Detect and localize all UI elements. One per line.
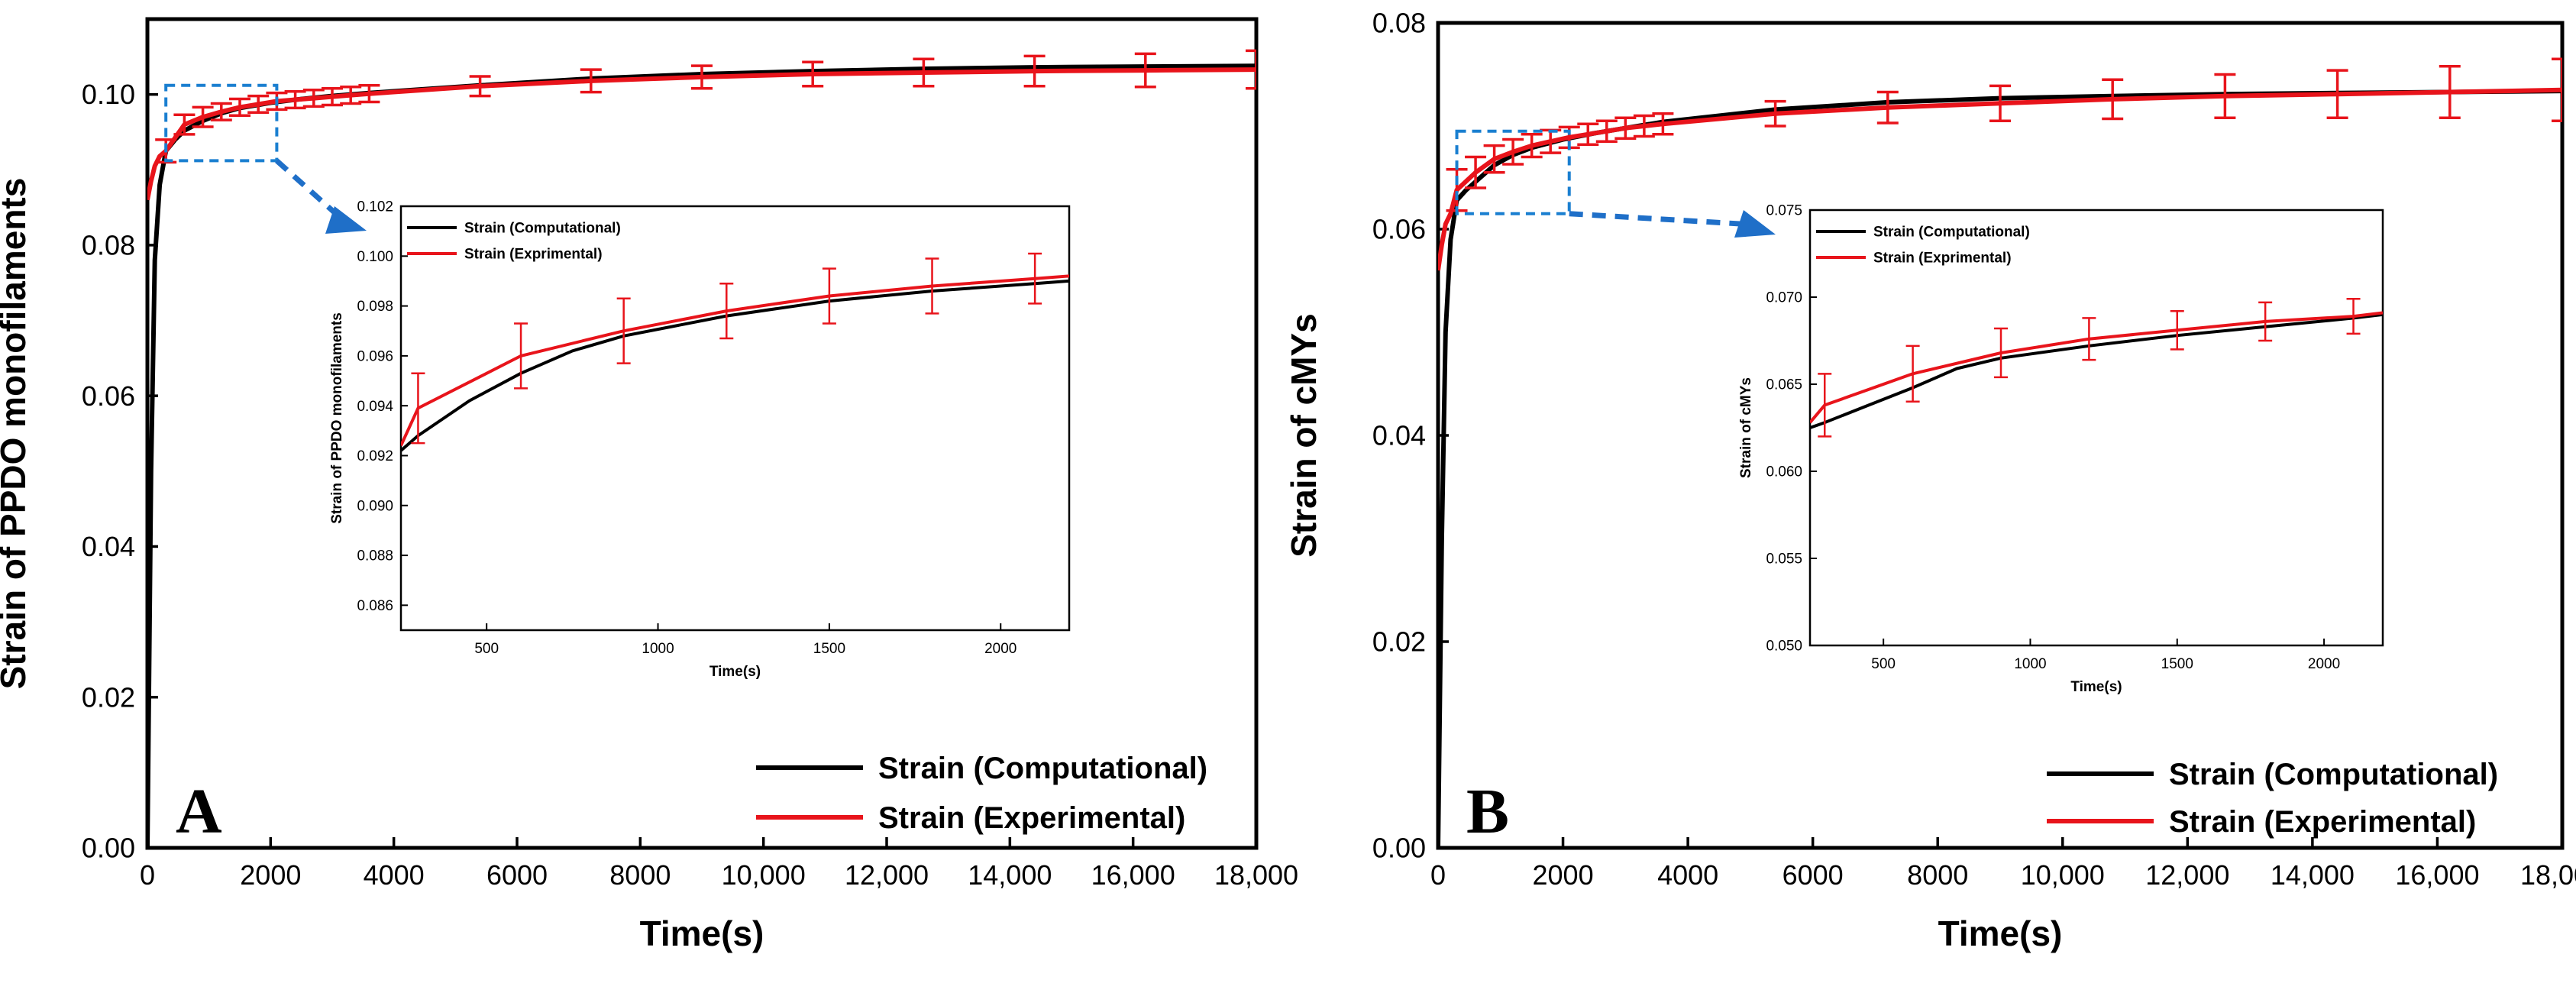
inset-y-axis-title: Strain of PPDO monofilaments (329, 312, 345, 524)
main-y-tick-label: 0.04 (1372, 420, 1426, 451)
inset-legend-label: Strain (Exprimental) (1873, 251, 2012, 267)
inset-y-tick-label: 0.070 (1766, 290, 1802, 306)
inset-y-tick-label: 0.102 (357, 199, 393, 215)
inset-background (401, 206, 1069, 630)
inset-x-tick-label: 1500 (2161, 656, 2193, 672)
inset-background (1810, 210, 2383, 645)
main-x-tick-label: 2000 (1533, 859, 1594, 891)
main-x-tick-label: 4000 (1657, 859, 1718, 891)
main-x-tick-label: 12,000 (845, 859, 929, 891)
main-x-tick-label: 18,000 (2520, 859, 2576, 891)
inset-y-tick-label: 0.094 (357, 399, 393, 415)
inset-x-tick-label: 2000 (2308, 656, 2340, 672)
inset-y-tick-label: 0.098 (357, 299, 393, 315)
inset-x-tick-label: 1000 (2014, 656, 2046, 672)
main-y-tick-label: 0.06 (1372, 214, 1426, 245)
main-x-tick-label: 8000 (1907, 859, 1968, 891)
inset-legend-label: Strain (Exprimental) (464, 247, 603, 263)
inset-y-tick-label: 0.075 (1766, 203, 1802, 219)
inset-x-tick-label: 500 (1871, 656, 1896, 672)
inset-legend-label: Strain (Computational) (464, 221, 621, 237)
main-plot-frame (145, 17, 1259, 850)
main-x-tick-label: 0 (140, 859, 155, 891)
main-x-tick-label: 12,000 (2145, 859, 2229, 891)
main-y-tick-label: 0.04 (82, 531, 135, 562)
main-legend-label: Strain (Experimental) (878, 801, 1185, 835)
inset-legend-label: Strain (Computational) (1873, 225, 2030, 241)
inset-y-tick-label: 0.050 (1766, 639, 1802, 655)
inset-y-tick-label: 0.100 (357, 249, 393, 265)
main-x-tick-label: 4000 (364, 859, 425, 891)
main-y-tick-label: 0.02 (1372, 626, 1426, 658)
inset-y-tick-label: 0.088 (357, 548, 393, 564)
inset-y-tick-label: 0.090 (357, 498, 393, 514)
main-y-axis-title: Strain of cMYs (1284, 313, 1324, 558)
main-x-tick-label: 16,000 (1091, 859, 1175, 891)
main-y-tick-label: 0.00 (1372, 833, 1426, 864)
main-y-tick-label: 0.08 (1372, 8, 1426, 39)
zoom-arrow-head (325, 206, 367, 234)
main-x-tick-label: 14,000 (968, 859, 1052, 891)
inset-x-axis-title: Time(s) (2070, 679, 2122, 695)
main-x-tick-label: 16,000 (2395, 859, 2479, 891)
zoom-arrow-shaft (1569, 211, 1753, 228)
chart-panel-b: 0 2000 4000 6000 8000 10,000 12,000 14,000 16,00… (1284, 8, 2576, 953)
main-y-tick-label: 0.02 (82, 681, 135, 713)
inset-y-tick-label: 0.086 (357, 598, 393, 614)
inset-y-tick-label: 0.060 (1766, 464, 1802, 480)
main-x-tick-label: 6000 (1783, 859, 1844, 891)
main-y-tick-label: 0.10 (82, 79, 135, 110)
main-legend-label: Strain (Computational) (878, 752, 1207, 785)
main-x-axis-title: Time(s) (640, 914, 764, 953)
zoom-arrow-shaft (275, 158, 346, 223)
main-x-tick-label: 18,000 (1214, 859, 1298, 891)
inset-x-tick-label: 1500 (813, 641, 845, 657)
inset-y-tick-label: 0.055 (1766, 551, 1802, 568)
main-x-axis-title: Time(s) (1938, 914, 2063, 953)
main-y-tick-label: 0.06 (82, 380, 135, 412)
main-x-tick-label: 0 (1430, 859, 1446, 891)
inset-y-tick-label: 0.065 (1766, 377, 1802, 393)
main-x-tick-label: 10,000 (2021, 859, 2105, 891)
main-x-tick-label: 8000 (609, 859, 671, 891)
main-x-tick-label: 14,000 (2271, 859, 2355, 891)
main-x-tick-label: 10,000 (722, 859, 806, 891)
main-legend-label: Strain (Experimental) (2169, 805, 2476, 839)
main-y-tick-label: 0.08 (82, 230, 135, 261)
inset-x-tick-label: 2000 (984, 641, 1017, 657)
inset-series-group (1810, 298, 2383, 438)
inset-series-group (401, 252, 1069, 452)
chart-panel-a: 0 2000 4000 6000 8000 10,000 12,000 14,000 16,00… (0, 17, 1298, 953)
inset-x-axis-title: Time(s) (709, 664, 761, 680)
zoom-arrow-head (1734, 210, 1776, 238)
inset-y-axis-title: Strain of cMYs (1738, 377, 1754, 478)
inset-chart: 500 1000 1500 2000 0.050 0.055 0.060 0.065 0.070… (1738, 203, 2384, 695)
inset-x-tick-label: 500 (474, 641, 499, 657)
inset-y-tick-label: 0.096 (357, 349, 393, 365)
inset-y-tick-label: 0.092 (357, 448, 393, 464)
main-y-tick-label: 0.00 (82, 833, 135, 864)
main-x-tick-label: 2000 (240, 859, 301, 891)
zoom-region-box (1455, 129, 1571, 215)
inset-plot-frame (399, 205, 1071, 632)
main-legend-label: Strain (Computational) (2169, 758, 2498, 791)
inset-chart: 500 1000 1500 2000 0.086 0.088 0.090 0.092 0.094… (329, 199, 1071, 680)
panel-letter: B (1466, 776, 1509, 847)
inset-x-tick-label: 1000 (642, 641, 674, 657)
panel-letter: A (176, 776, 222, 847)
main-y-axis-title: Strain of PPDO monofilaments (0, 178, 33, 690)
main-x-tick-label: 6000 (486, 859, 548, 891)
